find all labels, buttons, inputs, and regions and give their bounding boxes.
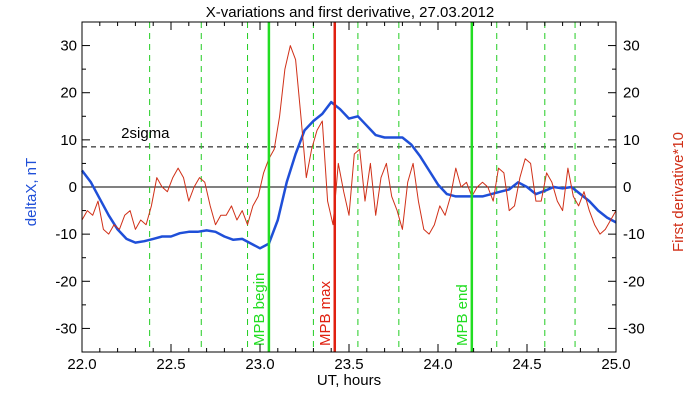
y-axis-label-left: deltaX, nT xyxy=(23,158,40,226)
x-axis-label: UT, hours xyxy=(317,372,381,389)
y-tick-label-left-2: -10 xyxy=(55,226,77,243)
x-tick-label-5: 24.5 xyxy=(512,356,541,373)
y-axis-label-right: First derivative*10 xyxy=(670,132,687,252)
y-tick-label-right-4: 10 xyxy=(623,132,640,149)
y-tick-label-right-6: 30 xyxy=(623,38,640,55)
marker-label-2: MPB end xyxy=(454,284,471,346)
y-tick-label-right-5: 20 xyxy=(623,85,640,102)
x-tick-label-3: 23.5 xyxy=(334,356,363,373)
y-tick-label-left-4: 10 xyxy=(60,132,77,149)
series-layer xyxy=(81,45,617,250)
grid-layer: 2sigma xyxy=(82,22,616,352)
marker-label-1: MPB max xyxy=(317,280,334,346)
y-tick-label-left-6: 30 xyxy=(60,38,77,55)
x-tick-label-2: 23.0 xyxy=(245,356,274,373)
y-tick-label-left-0: -30 xyxy=(55,320,77,337)
y-tick-label-left-5: 20 xyxy=(60,85,77,102)
marker-layer: MPB begin MPB max MPB end xyxy=(251,22,474,352)
x-tick-label-4: 24.0 xyxy=(423,356,452,373)
x-tick-label-0: 22.0 xyxy=(67,356,96,373)
y-tick-label-right-3: 0 xyxy=(623,179,631,196)
y-tick-label-right-1: -20 xyxy=(623,273,645,290)
axis-layer: -30 -30 -20 -20 -10 -10 0 0 10 10 20 20 30 30 22.0 22.5… xyxy=(55,21,645,373)
y-tick-label-left-3: 0 xyxy=(69,179,77,196)
marker-label-0: MPB begin xyxy=(251,273,268,346)
y-tick-label-left-1: -20 xyxy=(55,273,77,290)
x-tick-label-6: 25.0 xyxy=(601,356,630,373)
x-tick-label-1: 22.5 xyxy=(156,356,185,373)
chart-title: X-variations and first derivative, 27.03… xyxy=(206,4,495,21)
threshold-label: 2sigma xyxy=(121,125,170,142)
y-tick-label-right-0: -30 xyxy=(623,320,645,337)
y-tick-label-right-2: -10 xyxy=(623,226,645,243)
deltaX-line xyxy=(81,100,617,250)
derivative-line xyxy=(81,45,617,235)
